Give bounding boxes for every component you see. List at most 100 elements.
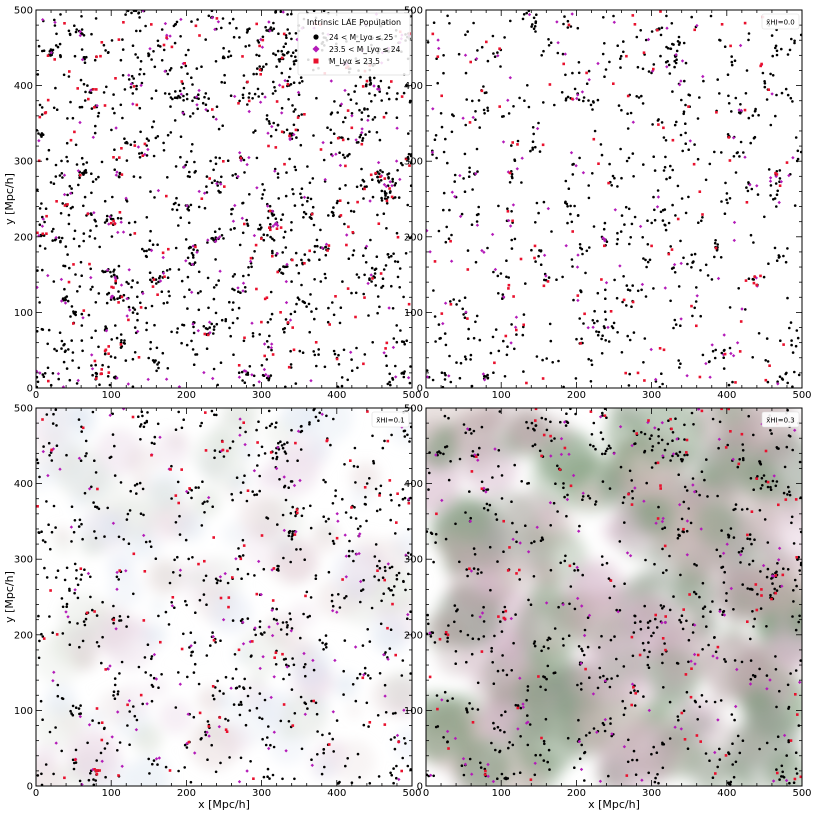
lae-point [282, 677, 285, 681]
lae-point [169, 131, 173, 134]
lae-point [600, 153, 604, 157]
lae-point [591, 319, 595, 322]
lae-point [290, 12, 293, 16]
lae-point [228, 756, 231, 759]
lae-point [763, 82, 767, 85]
lae-point [710, 278, 714, 281]
lae-point [87, 313, 91, 317]
lae-point-square [197, 562, 200, 566]
lae-point [365, 701, 369, 705]
lae-point [68, 184, 72, 188]
lae-point [390, 254, 393, 258]
lae-point [388, 566, 392, 570]
lae-point-diamond [207, 320, 212, 324]
lae-point-square [597, 162, 600, 165]
lae-point [377, 180, 381, 184]
lae-point [636, 289, 640, 293]
lae-point [185, 93, 189, 96]
lae-point [648, 258, 652, 262]
lae-point [200, 737, 203, 740]
neutral-blob [643, 697, 669, 723]
lae-point-square [346, 109, 350, 112]
lae-point [370, 100, 373, 103]
lae-point [518, 771, 522, 774]
lae-point [108, 383, 112, 387]
lae-point [491, 335, 495, 339]
lae-point [582, 99, 585, 103]
lae-point [274, 451, 278, 455]
lae-point [73, 229, 77, 233]
lae-point-square [120, 295, 124, 299]
lae-point-diamond [114, 173, 118, 177]
lae-point-square [222, 160, 225, 163]
lae-point [55, 349, 58, 353]
lae-point-square [657, 123, 660, 126]
lae-point [409, 768, 412, 771]
lae-point [499, 65, 502, 68]
lae-point-diamond [216, 20, 221, 24]
lae-point [185, 160, 189, 164]
lae-point [379, 622, 383, 626]
lae-point [368, 640, 372, 643]
lae-point [125, 140, 128, 144]
lae-point [687, 195, 690, 199]
lae-point-square [223, 185, 226, 188]
lae-point [291, 104, 294, 107]
lae-point [191, 83, 194, 86]
neutral-blob [301, 408, 353, 444]
lae-point [599, 143, 603, 146]
lae-point [622, 40, 625, 43]
neutral-blob [636, 495, 677, 535]
lae-point [448, 208, 451, 212]
lae-point-diamond [334, 152, 338, 156]
lae-point [192, 248, 195, 251]
lae-point [275, 455, 279, 459]
lae-point [631, 284, 634, 287]
lae-point [427, 622, 430, 626]
lae-point [737, 111, 741, 114]
lae-point-diamond [311, 658, 315, 663]
lae-point [247, 266, 250, 269]
lae-point-square [107, 371, 111, 374]
lae-point-square [286, 321, 290, 324]
lae-point [68, 32, 72, 36]
lae-point [668, 176, 672, 180]
lae-point [661, 653, 664, 656]
lae-point [80, 48, 84, 51]
lae-point [38, 639, 41, 643]
x-tick-label: 200 [177, 788, 196, 799]
lae-point [482, 85, 485, 88]
lae-point [609, 446, 612, 450]
lae-point-diamond [732, 238, 736, 243]
lae-point [404, 252, 408, 255]
lae-point [193, 261, 197, 264]
axis-ticks [35, 407, 413, 787]
lae-point [397, 196, 401, 199]
lae-point [340, 376, 344, 379]
lae-point [363, 273, 366, 277]
neutral-blob [187, 637, 205, 654]
lae-point [247, 96, 251, 99]
neutral-blob [654, 621, 714, 681]
lae-point [260, 717, 264, 721]
lae-point [268, 122, 271, 125]
neutral-blob [189, 720, 240, 771]
lae-point [684, 122, 687, 125]
lae-point [773, 246, 777, 250]
lae-point [132, 175, 136, 178]
lae-point [401, 659, 405, 662]
lae-point [522, 325, 525, 329]
lae-point-square [92, 88, 95, 91]
lae-point [112, 604, 115, 608]
lae-point [133, 220, 137, 224]
lae-point [184, 238, 188, 241]
lae-point [200, 524, 204, 527]
lae-point [113, 474, 117, 477]
lae-point [646, 219, 649, 222]
lae-point [713, 356, 717, 360]
lae-point [668, 700, 672, 704]
lae-point [656, 189, 660, 192]
lae-point-diamond [210, 16, 215, 20]
lae-point [70, 305, 74, 308]
lae-point [190, 76, 193, 79]
